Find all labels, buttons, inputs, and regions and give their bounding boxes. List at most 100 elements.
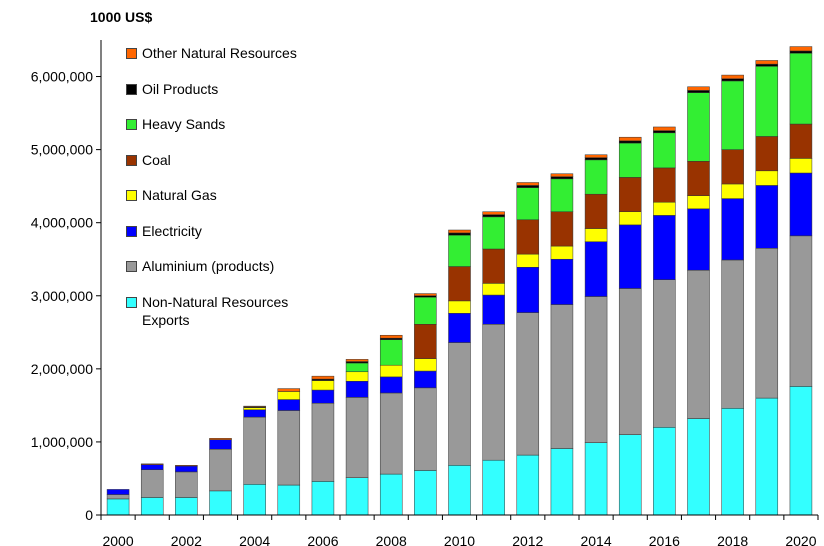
bar-segment [243, 484, 266, 516]
legend: Other Natural Resources Oil Products Heavy… [126, 44, 336, 328]
bar-segment [448, 266, 471, 302]
legend-item: Heavy Sands [126, 115, 336, 151]
bar-segment [140, 464, 164, 470]
bar-segment [755, 170, 779, 186]
bar-segment [209, 490, 232, 516]
bar-segment [550, 448, 574, 516]
bar-segment [687, 195, 710, 210]
bar-segment [311, 389, 335, 404]
bar-segment [277, 410, 301, 486]
bar-segment [516, 267, 540, 313]
bar-segment [516, 219, 540, 255]
bar-segment [618, 434, 642, 516]
bar-segment [550, 304, 574, 449]
bar-segment [175, 497, 198, 516]
bar-segment [414, 293, 437, 297]
legend-label: Other Natural Resources [142, 45, 297, 61]
legend-label: Coal [142, 151, 171, 168]
bar-segment [209, 448, 232, 492]
bar-segment [584, 296, 608, 443]
y-tick-label: 3,000,000 [31, 288, 93, 304]
x-tick-label: 2006 [307, 533, 338, 546]
bar-segment [789, 123, 813, 159]
bar-segment [448, 465, 471, 516]
legend-swatch [126, 83, 137, 95]
bar-segment [653, 132, 676, 169]
bar-segment [755, 397, 779, 516]
bar-segment [482, 324, 505, 461]
bar-segment [140, 469, 164, 498]
bar-segment [755, 136, 779, 172]
bar-segment [175, 465, 198, 467]
bar-segment [653, 201, 676, 216]
bar-segment [345, 477, 369, 516]
bar-segment [379, 364, 403, 378]
legend-swatch [126, 48, 137, 59]
bar-segment [243, 407, 266, 411]
bar-segment [516, 187, 540, 221]
bar-segment [618, 224, 642, 289]
bar-segment [687, 418, 710, 516]
bar-segment [618, 142, 642, 178]
bar-segment [516, 454, 540, 516]
x-tick-label: 2016 [649, 533, 680, 546]
bar-segment [414, 324, 437, 359]
legend-swatch [126, 154, 137, 166]
bar-segment [482, 214, 505, 218]
bar-segment [687, 208, 710, 271]
x-tick-label: 2004 [239, 533, 270, 546]
legend-swatch [126, 296, 137, 308]
bar-segment [721, 183, 744, 199]
bar-segment [618, 288, 642, 435]
bar-segment [584, 228, 608, 242]
bar-segment [448, 229, 471, 234]
legend-item: Oil Products [126, 80, 336, 116]
bar-segment [175, 465, 198, 473]
bar-segment [448, 313, 471, 343]
bar-segment [584, 154, 608, 158]
legend-item: Non-Natural Resources Exports [126, 293, 336, 329]
bar-segment [550, 245, 574, 260]
bar-segment [789, 50, 813, 54]
bar-segment [106, 494, 130, 500]
bar-segment [653, 126, 676, 131]
bar-segment [789, 172, 813, 237]
bar-segment [516, 312, 540, 456]
x-tick-label: 2014 [580, 533, 611, 546]
bar-segment [618, 140, 642, 144]
bar-segment [482, 211, 505, 215]
bar-segment [653, 279, 676, 428]
bar-segment [482, 459, 505, 516]
bar-segment [379, 473, 403, 516]
y-tick-label: 0 [85, 507, 93, 523]
bar-segment [755, 185, 779, 249]
bar-segment [277, 484, 301, 516]
bar-segment [516, 253, 540, 268]
legend-label: Non-Natural Resources Exports [142, 293, 289, 328]
bar-segment [550, 258, 574, 305]
x-tick-label: 2010 [444, 533, 475, 546]
legend-item: Electricity [126, 222, 336, 258]
bar-segment [448, 342, 471, 466]
bar-segment [345, 397, 369, 478]
bar-segment [345, 362, 369, 373]
y-tick-label: 4,000,000 [31, 215, 93, 231]
bar-segment [140, 497, 164, 516]
bar-segment [311, 380, 335, 391]
bar-segment [584, 157, 608, 161]
bar-segment [618, 211, 642, 226]
bar-segment [721, 259, 744, 409]
bar-segment [516, 185, 540, 188]
bar-segment [721, 78, 744, 82]
bar-segment [277, 399, 301, 411]
legend-label: Oil Products [142, 80, 219, 97]
bar-segment [414, 296, 437, 325]
bar-segment [789, 386, 813, 516]
bar-segment [584, 159, 608, 195]
bar-segment [482, 248, 505, 284]
bar-segment [687, 161, 710, 196]
bar-segment [379, 392, 403, 475]
x-tick-label: 2020 [785, 533, 816, 546]
